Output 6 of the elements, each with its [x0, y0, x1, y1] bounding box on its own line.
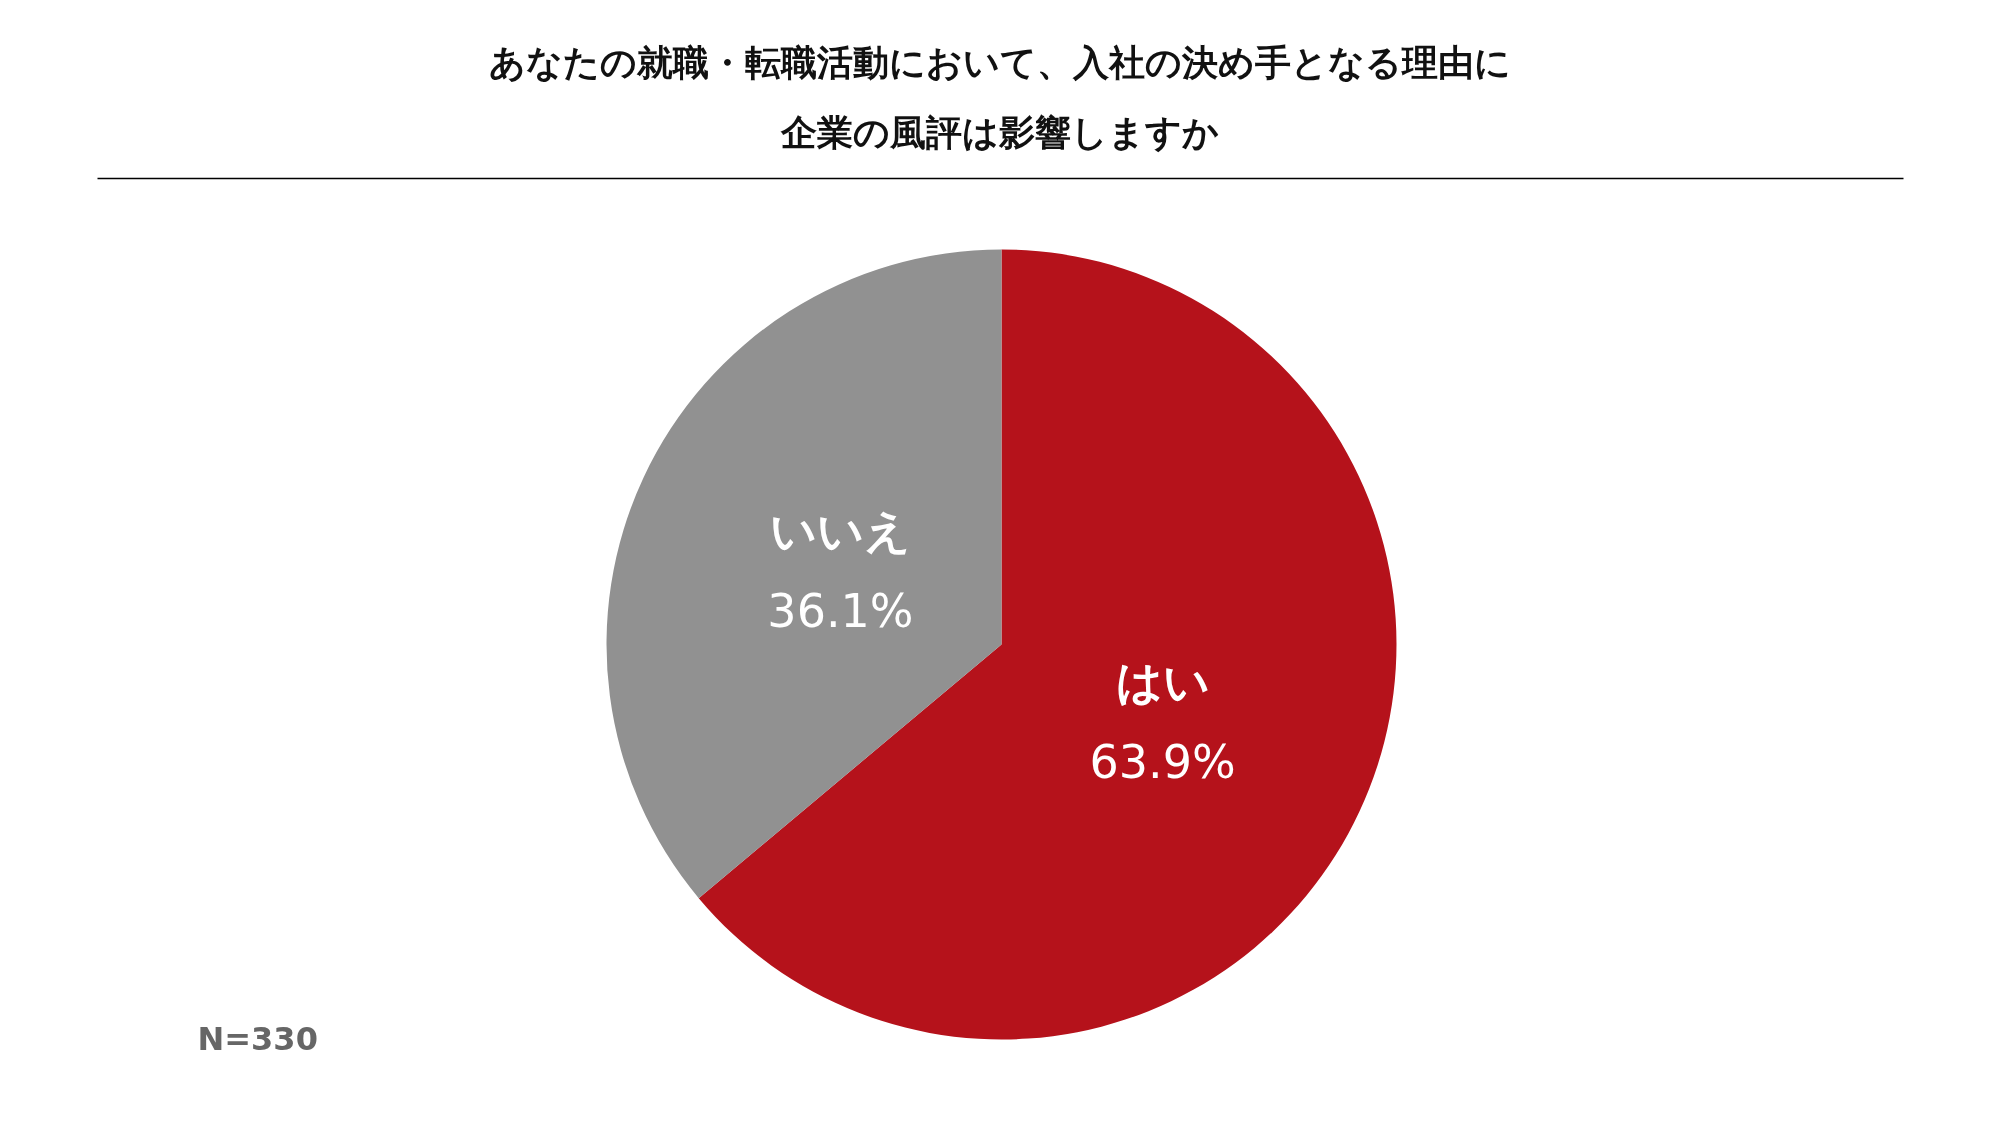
data-label: 63.9% — [1089, 734, 1236, 789]
data-label: 36.1% — [767, 584, 914, 639]
slice-label: いいえ — [769, 504, 911, 559]
text: N=330 — [197, 1019, 318, 1058]
slice-label: はい — [1115, 654, 1210, 709]
chart-title: あなたの就職・転職活動において、入社の決め手となる理由に企業の風評は影響しますか — [489, 42, 1511, 153]
